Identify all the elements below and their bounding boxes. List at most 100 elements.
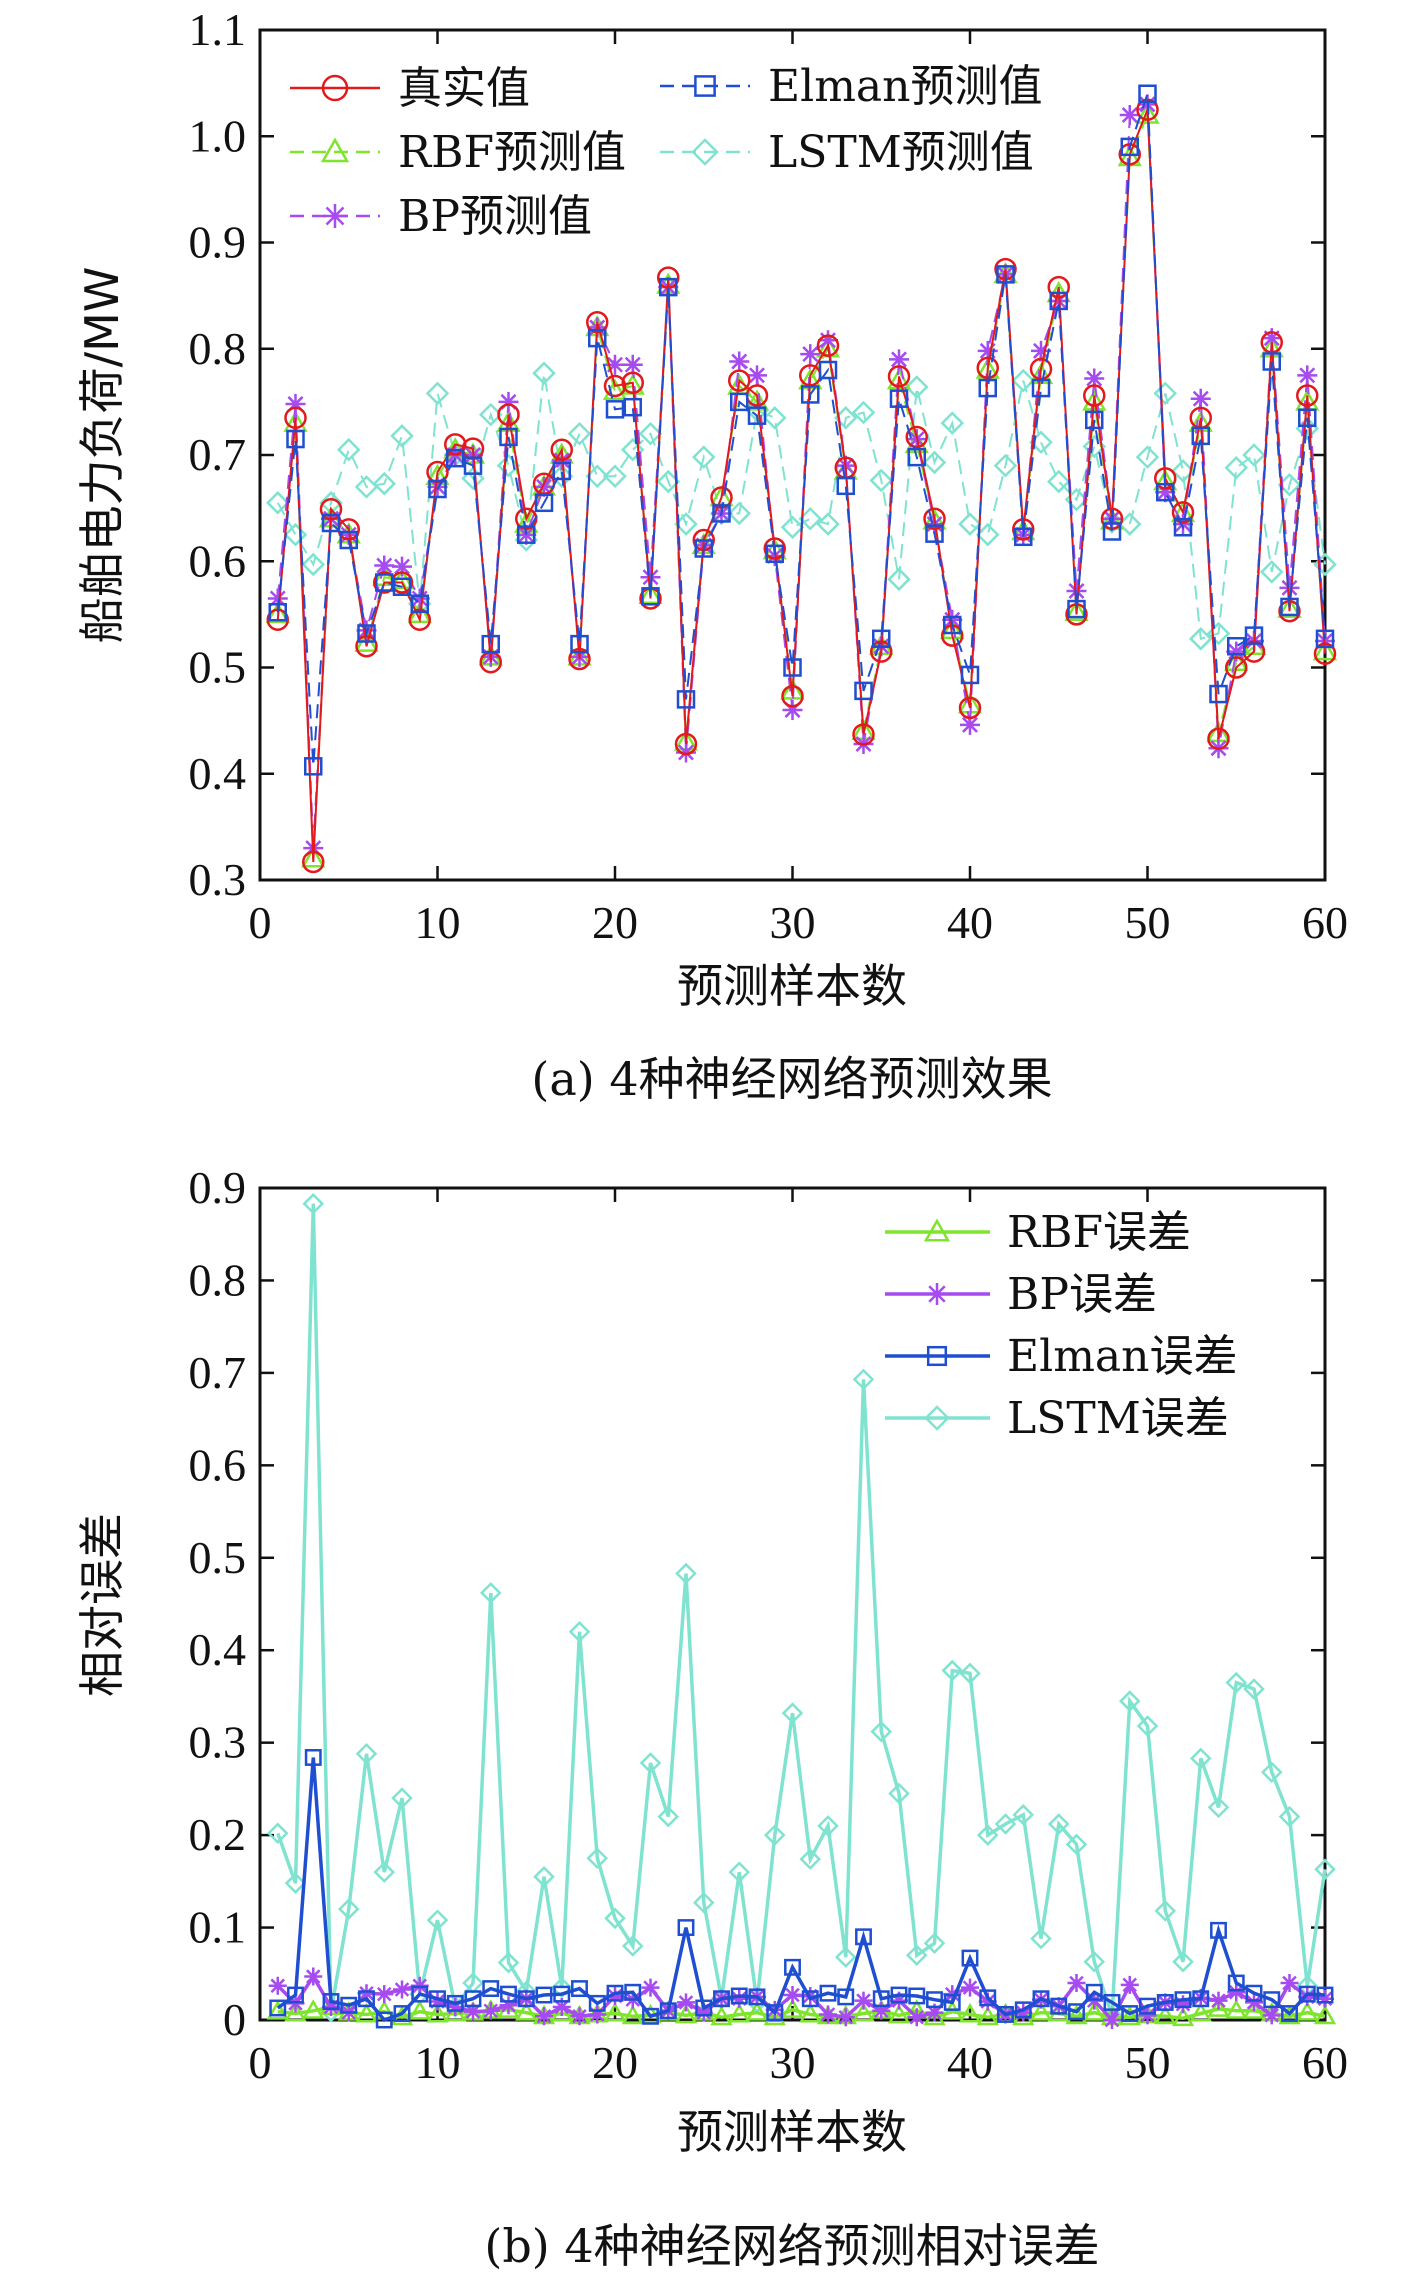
b-point-bp	[268, 1976, 287, 1995]
b-point-elman	[890, 1986, 908, 2004]
a-point-rbf	[1064, 599, 1089, 621]
b-point-lstm	[763, 1824, 786, 1846]
b-point-elman	[801, 1990, 819, 2008]
a-point-lstm	[390, 424, 414, 448]
a-legend-label-rbf: RBF预测值	[398, 127, 626, 178]
b-point-lstm	[373, 1861, 396, 1883]
b-point-lstm	[870, 1720, 893, 1743]
chart-b-y-axis-title: 相对误差	[75, 1513, 129, 1697]
a-point-true	[674, 732, 698, 756]
a-point-lstm	[585, 464, 610, 489]
a-point-elman	[836, 476, 855, 496]
a-point-elman	[623, 397, 642, 417]
a-point-true	[958, 696, 982, 720]
b-point-rbf	[284, 2002, 307, 2022]
b-point-elman	[464, 1990, 482, 2008]
a-point-true	[870, 640, 893, 663]
a-point-true	[905, 425, 928, 449]
b-point-bp	[446, 1998, 465, 2017]
a-legend-marker-true	[321, 74, 349, 102]
b-legend-label-bp: BP误差	[1007, 1269, 1157, 1320]
a-point-rbf	[744, 389, 770, 411]
a-point-elman	[481, 634, 500, 654]
b-point-rbf	[887, 2003, 911, 2024]
b-point-bp	[552, 1998, 571, 2017]
a-point-true	[852, 723, 875, 746]
b-point-lstm	[1030, 1927, 1052, 1950]
a-point-lstm	[265, 491, 290, 515]
b-point-elman	[677, 1919, 695, 1937]
a-point-bp	[1261, 328, 1282, 349]
a-point-bp	[427, 476, 448, 497]
b-point-bp	[499, 1996, 518, 2015]
b-point-lstm	[923, 1932, 946, 1955]
b-point-elman	[1121, 2005, 1139, 2022]
b-point-elman	[517, 1990, 535, 2008]
a-legend-marker-elman	[694, 75, 716, 97]
b-point-rbf	[1242, 1999, 1266, 2019]
a-ytick-label: 0.8	[189, 323, 247, 374]
a-point-bp	[640, 567, 661, 588]
b-point-elman	[1068, 2003, 1085, 2021]
b-point-rbf	[1118, 2005, 1141, 2026]
b-point-elman	[500, 1985, 517, 2003]
a-point-lstm	[674, 512, 698, 536]
a-point-true	[1171, 501, 1195, 524]
b-point-elman	[446, 1994, 464, 2012]
a-point-elman	[392, 577, 412, 596]
a-point-elman	[1280, 597, 1299, 617]
a-point-bp	[1297, 365, 1318, 386]
b-xtick-label: 0	[249, 2037, 272, 2088]
a-point-elman	[889, 389, 909, 408]
b-point-bp	[1067, 1974, 1086, 1993]
a-point-lstm	[372, 471, 397, 496]
a-xtick-label: 0	[249, 897, 272, 948]
a-point-lstm	[514, 528, 539, 552]
a-point-elman	[268, 603, 287, 622]
a-point-lstm	[1171, 459, 1195, 483]
b-ytick-label: 0.7	[189, 1347, 247, 1398]
chart-a-series	[265, 84, 1338, 874]
a-point-true	[781, 684, 804, 708]
b-point-elman	[411, 1985, 429, 2003]
a-point-bp	[534, 476, 554, 497]
b-point-elman	[819, 1984, 837, 2002]
chart-b-y-tick-labels: 0 0.1 0.2 0.3 0.4 0.5 0.6 0.7 0.8 0.9	[189, 1162, 247, 2045]
a-point-elman	[375, 573, 394, 592]
b-point-elman	[1210, 1921, 1227, 1939]
b-point-elman	[695, 1999, 713, 2017]
b-point-elman	[429, 1990, 446, 2008]
a-point-elman	[960, 665, 980, 685]
a-point-elman	[1138, 84, 1157, 103]
a-point-elman	[534, 493, 554, 513]
b-point-elman	[1263, 1991, 1281, 2009]
b-point-rbf	[710, 2005, 733, 2026]
a-point-true	[923, 507, 946, 530]
a-point-elman	[712, 504, 731, 523]
chart-a-y-axis-title: 船舶电力负荷/MW	[75, 267, 129, 644]
b-point-elman	[979, 1989, 997, 2007]
a-point-elman	[339, 530, 358, 550]
a-legend-marker-bp	[323, 204, 347, 228]
b-point-rbf	[408, 2000, 431, 2020]
b-point-bp	[1245, 1993, 1263, 2012]
b-point-bp	[677, 1993, 695, 2012]
a-point-elman	[410, 594, 429, 613]
b-point-lstm	[586, 1847, 609, 1869]
b-point-lstm	[994, 1813, 1017, 1835]
b-point-lstm	[604, 1907, 626, 1930]
a-point-bp	[747, 365, 767, 386]
b-point-bp	[588, 2005, 607, 2024]
a-point-true	[1012, 518, 1035, 541]
b-point-elman	[961, 1949, 979, 1967]
b-point-lstm	[1225, 1671, 1248, 1694]
chart-b-caption: (b) 4种神经网络预测相对误差	[484, 2219, 1099, 2273]
b-point-rbf	[266, 2000, 289, 2020]
b-point-elman	[624, 1983, 642, 2001]
a-point-lstm	[1135, 445, 1160, 469]
a-point-true	[408, 608, 431, 631]
b-point-lstm	[675, 1562, 697, 1585]
b-point-lstm	[959, 1662, 981, 1685]
b-ytick-label: 0.8	[189, 1254, 247, 1305]
a-point-lstm	[567, 421, 592, 446]
